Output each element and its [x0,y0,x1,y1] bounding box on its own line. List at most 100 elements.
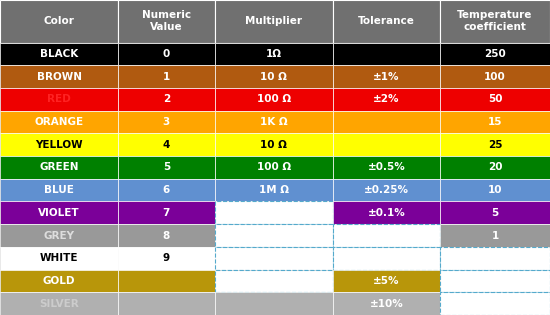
Bar [333,88,440,111]
Bar [333,247,440,270]
Text: 5: 5 [491,208,499,218]
Bar [440,156,550,179]
Bar [0,0,118,43]
Text: ±1%: ±1% [373,72,400,82]
Text: BROWN: BROWN [37,72,81,82]
Text: Temperature
coefficient: Temperature coefficient [457,10,533,32]
Text: 10 Ω: 10 Ω [260,72,287,82]
Bar [214,43,333,65]
Bar [118,156,214,179]
Text: 10: 10 [488,185,502,195]
Bar [118,247,214,270]
Text: ±0.5%: ±0.5% [367,163,405,172]
Bar [214,65,333,88]
Bar [214,202,333,224]
Bar [118,179,214,202]
Bar [0,224,118,247]
Bar [333,270,440,292]
Text: Numeric
Value: Numeric Value [142,10,191,32]
Text: 3: 3 [163,117,170,127]
Text: ±0.25%: ±0.25% [364,185,409,195]
Bar [333,292,440,315]
Bar [333,156,440,179]
Text: ±2%: ±2% [373,94,400,104]
Bar [440,247,550,270]
Bar [118,43,214,65]
Bar [440,111,550,133]
Bar [0,88,118,111]
Bar [0,43,118,65]
Bar [333,133,440,156]
Text: 1: 1 [163,72,170,82]
Bar [118,88,214,111]
Text: 100: 100 [484,72,506,82]
Bar [118,0,214,43]
Text: Color: Color [43,16,75,26]
Bar [440,43,550,65]
Bar [118,65,214,88]
Bar [214,224,333,247]
Bar [214,88,333,111]
Bar [440,133,550,156]
Text: 5: 5 [163,163,170,172]
Bar [214,247,333,270]
Text: Tolerance: Tolerance [358,16,415,26]
Text: 4: 4 [163,140,170,150]
Bar [0,111,118,133]
Bar [0,270,118,292]
Text: VIOLET: VIOLET [39,208,80,218]
Text: ±0.1%: ±0.1% [367,208,405,218]
Text: 20: 20 [488,163,502,172]
Bar [118,292,214,315]
Bar [333,224,440,247]
Bar [333,179,440,202]
Text: GREEN: GREEN [40,163,79,172]
Text: ±5%: ±5% [373,276,400,286]
Text: GOLD: GOLD [43,276,75,286]
Bar [118,270,214,292]
Bar [214,270,333,292]
Bar [0,179,118,202]
Text: 1M Ω: 1M Ω [258,185,289,195]
Text: WHITE: WHITE [40,253,78,263]
Text: 7: 7 [163,208,170,218]
Bar [440,65,550,88]
Bar [0,133,118,156]
Bar [440,292,550,315]
Text: 25: 25 [488,140,502,150]
Bar [333,202,440,224]
Bar [214,111,333,133]
Bar [214,179,333,202]
Text: Multiplier: Multiplier [245,16,302,26]
Text: 50: 50 [488,94,502,104]
Bar [440,0,550,43]
Bar [214,133,333,156]
Text: 250: 250 [484,49,506,59]
Text: GREY: GREY [43,231,75,241]
Bar [118,202,214,224]
Text: YELLOW: YELLOW [35,140,83,150]
Bar [118,133,214,156]
Text: SILVER: SILVER [39,299,79,309]
Text: RED: RED [47,94,71,104]
Bar [214,0,333,43]
Bar [333,43,440,65]
Text: 2: 2 [163,94,170,104]
Bar [214,156,333,179]
Text: 0: 0 [163,49,170,59]
Text: 8: 8 [163,231,170,241]
Bar [0,156,118,179]
Bar [0,247,118,270]
Text: BLACK: BLACK [40,49,78,59]
Bar [333,111,440,133]
Bar [440,270,550,292]
Bar [333,65,440,88]
Bar [440,202,550,224]
Bar [118,111,214,133]
Text: 15: 15 [488,117,502,127]
Bar [440,88,550,111]
Text: 9: 9 [163,253,170,263]
Text: 100 Ω: 100 Ω [256,94,291,104]
Bar [0,292,118,315]
Text: BLUE: BLUE [44,185,74,195]
